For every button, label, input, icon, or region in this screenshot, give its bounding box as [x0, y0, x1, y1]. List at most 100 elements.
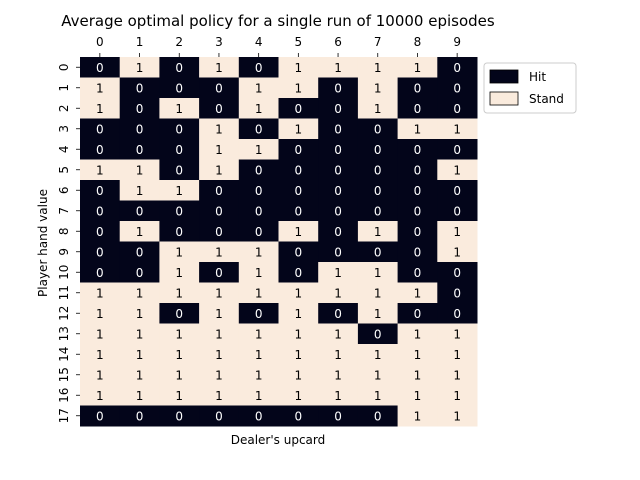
cell-value-label: 1 [96, 286, 104, 300]
cell-value-label: 0 [334, 307, 342, 321]
heatmap-cell [437, 221, 478, 242]
cell-value-label: 0 [215, 184, 223, 198]
heatmap-cell [357, 262, 399, 283]
cell-value-label: 1 [255, 368, 263, 382]
heatmap-cell [199, 364, 240, 386]
heatmap-cell-labels: 0 1 0 1 0 1 1 1 1 0 1 0 0 0 1 1 0 1 0 0 1 0 1 0 1 0 0 1 0 0 0 0 0 1 0 1 0 0 1 1… [96, 61, 461, 424]
heatmap-cell [119, 118, 160, 140]
y-tick-label: 2 [57, 104, 71, 112]
cell-value-label: 1 [215, 122, 223, 136]
cell-value-label: 0 [453, 307, 461, 321]
heatmap-cell [80, 323, 121, 345]
heatmap-cell [437, 98, 478, 119]
y-tick-label: 13 [57, 326, 71, 341]
heatmap-cells [80, 57, 478, 427]
cell-value-label: 0 [96, 225, 104, 239]
heatmap-cell [397, 159, 438, 181]
heatmap-cell [318, 405, 359, 427]
cell-value-label: 1 [414, 61, 422, 75]
cell-value-label: 1 [96, 81, 104, 95]
cell-value-label: 1 [96, 327, 104, 341]
cell-value-label: 1 [295, 368, 303, 382]
cell-value-label: 0 [453, 286, 461, 300]
cell-value-label: 1 [255, 81, 263, 95]
cell-value-label: 0 [374, 327, 382, 341]
heatmap-cell [357, 241, 399, 263]
heatmap-cell [119, 385, 160, 406]
heatmap-cell [397, 77, 438, 99]
heatmap-cell [318, 98, 359, 119]
cell-value-label: 0 [136, 122, 144, 136]
heatmap-cell [119, 241, 160, 263]
cell-value-label: 0 [334, 163, 342, 177]
cell-value-label: 1 [175, 348, 183, 362]
heatmap-cell [199, 118, 240, 140]
cell-value-label: 0 [175, 81, 183, 95]
heatmap-cell [80, 98, 121, 119]
heatmap-cell [318, 303, 359, 324]
y-tick-label: 0 [57, 63, 71, 71]
cell-value-label: 1 [295, 81, 303, 95]
heatmap-cell [159, 303, 200, 324]
heatmap-cell [238, 77, 279, 99]
cell-value-label: 1 [215, 368, 223, 382]
heatmap-cell [80, 241, 121, 263]
y-tick-label: 7 [57, 207, 71, 215]
x-tick-label: 4 [255, 35, 263, 49]
heatmap-cell [159, 282, 200, 304]
y-tick-label: 15 [57, 367, 71, 382]
y-tick-label: 14 [57, 347, 71, 362]
cell-value-label: 1 [255, 266, 263, 280]
heatmap-cell [278, 241, 319, 263]
x-tick-label: 3 [215, 35, 223, 49]
cell-value-label: 1 [453, 122, 461, 136]
cell-value-label: 1 [96, 368, 104, 382]
cell-value-label: 0 [215, 225, 223, 239]
heatmap-cell [238, 344, 279, 365]
heatmap-cell [318, 282, 359, 304]
cell-value-label: 1 [295, 286, 303, 300]
cell-value-label: 0 [96, 184, 104, 198]
heatmap-cell [80, 139, 121, 160]
cell-value-label: 0 [334, 225, 342, 239]
heatmap-cell [278, 385, 319, 406]
heatmap-cell [397, 57, 438, 78]
legend-swatch [489, 69, 519, 84]
cell-value-label: 1 [374, 286, 382, 300]
heatmap-cell [318, 221, 359, 242]
y-tick-label: 1 [57, 84, 71, 92]
heatmap-cell [318, 159, 359, 181]
cell-value-label: 1 [255, 327, 263, 341]
cell-value-label: 1 [136, 163, 144, 177]
cell-value-label: 1 [295, 122, 303, 136]
heatmap-cell [238, 385, 279, 406]
cell-value-label: 1 [295, 225, 303, 239]
cell-value-label: 0 [414, 143, 422, 157]
cell-value-label: 1 [453, 389, 461, 403]
heatmap-cell [80, 200, 121, 222]
cell-value-label: 1 [334, 348, 342, 362]
heatmap-cell [278, 323, 319, 345]
heatmap-cell [238, 323, 279, 345]
heatmap-cell [278, 57, 319, 78]
cell-value-label: 1 [136, 61, 144, 75]
heatmap-cell [199, 282, 240, 304]
heatmap-cell [278, 405, 319, 427]
y-axis-label: Player hand value [36, 189, 50, 297]
cell-value-label: 1 [374, 61, 382, 75]
cell-value-label: 1 [334, 368, 342, 382]
cell-value-label: 0 [255, 61, 263, 75]
cell-value-label: 0 [136, 204, 144, 218]
heatmap-cell [437, 282, 478, 304]
heatmap-cell [238, 200, 279, 222]
cell-value-label: 0 [255, 409, 263, 423]
heatmap-cell [278, 262, 319, 283]
heatmap-cell [159, 200, 200, 222]
heatmap-cell [318, 262, 359, 283]
heatmap-cell [159, 323, 200, 345]
x-axis-label: Dealer's upcard [231, 433, 326, 447]
heatmap-cell [278, 139, 319, 160]
heatmap-cell [119, 282, 160, 304]
cell-value-label: 1 [334, 61, 342, 75]
cell-value-label: 1 [255, 143, 263, 157]
